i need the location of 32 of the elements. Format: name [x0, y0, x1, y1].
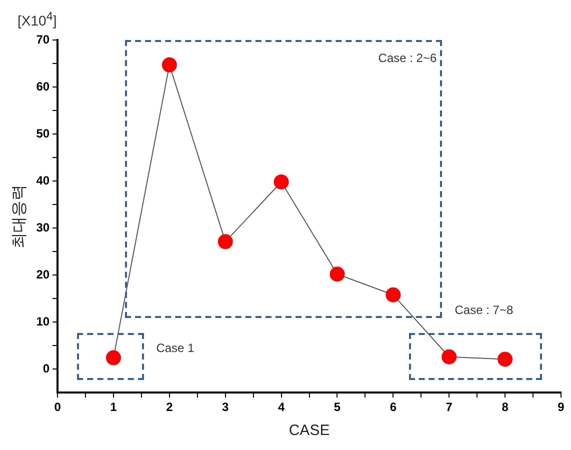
annotation: Case : 7~8 [454, 302, 514, 317]
point [218, 234, 233, 250]
point [162, 57, 177, 72]
x-tick-label: 4 [278, 400, 285, 414]
annotation: Case : 2~6 [378, 50, 437, 65]
y-tick-label: 10 [36, 314, 50, 328]
x-tick-label: 6 [390, 400, 397, 414]
x-tick-label: 0 [54, 400, 62, 414]
x-tick-label: 8 [502, 400, 509, 414]
point [274, 174, 289, 190]
x-tick-label: 3 [222, 400, 230, 414]
x-tick-label: 2 [166, 400, 174, 414]
point [330, 266, 345, 282]
point [498, 352, 513, 367]
x-tick-label: 9 [558, 400, 565, 414]
y-tick-label: 40 [36, 173, 50, 188]
y-tick-label: 20 [36, 267, 50, 282]
point [106, 350, 121, 366]
y-tick-label: 30 [36, 220, 50, 234]
point [442, 349, 457, 364]
y-tick-label: 0 [42, 361, 50, 376]
x-tick-label: 7 [446, 400, 453, 414]
annotation: Case 1 [156, 340, 194, 355]
y-axis-title: 최대응력 [8, 184, 28, 248]
text: [X10$^{4}$] [18, 10, 57, 29]
y-tick-label: 50 [36, 126, 50, 140]
y-tick-label: 70 [36, 32, 50, 46]
x-tick-label: 5 [334, 400, 341, 414]
x-axis-title: CASE [288, 422, 330, 440]
x-tick-label: 1 [110, 400, 118, 414]
y-tick-label: 60 [36, 79, 50, 94]
point [386, 287, 401, 302]
